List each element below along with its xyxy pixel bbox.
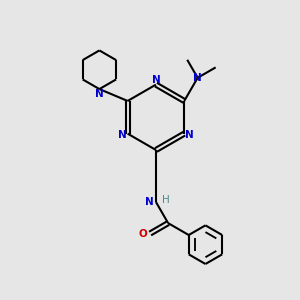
Text: N: N (185, 130, 194, 140)
Text: N: N (152, 75, 160, 85)
Text: H: H (163, 195, 170, 205)
Text: N: N (145, 197, 154, 207)
Text: O: O (138, 229, 147, 238)
Text: N: N (118, 130, 127, 140)
Text: N: N (193, 73, 202, 83)
Text: N: N (95, 89, 104, 99)
